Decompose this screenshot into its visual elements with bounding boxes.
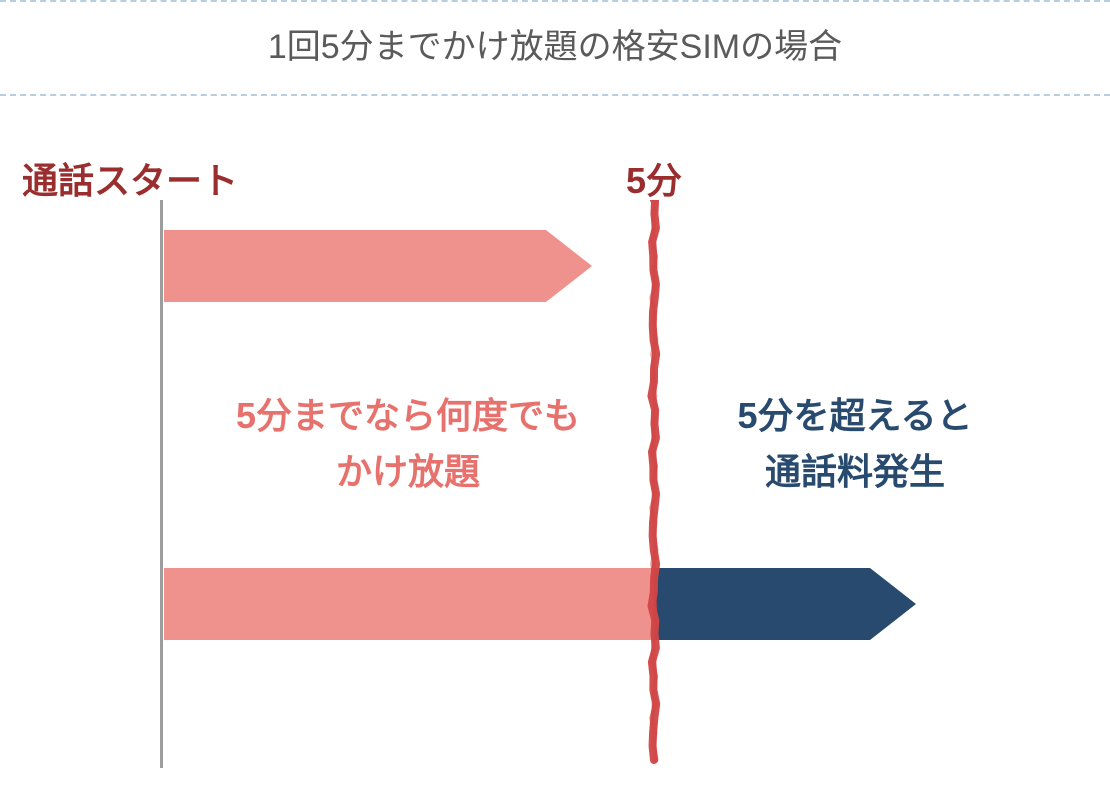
vertical-line-start — [160, 200, 163, 768]
arrow-call-free-segment-shaft — [164, 568, 654, 640]
label-call-start-text: 通話スタート — [22, 160, 238, 201]
diagram-title: 1回5分までかけ放題の格安SIMの場合 — [0, 0, 1110, 94]
label-five-minutes-text: 5分 — [626, 160, 682, 201]
arrow-call-charged-segment — [654, 568, 916, 640]
title-border-bottom — [0, 94, 1110, 96]
caption-charge-over-5min: 5分を超えると 通話料発生 — [675, 388, 1035, 500]
vertical-line-5min — [645, 200, 663, 768]
caption-free-line1: 5分までなら何度でも — [236, 395, 580, 436]
label-call-start: 通話スタート — [22, 152, 238, 204]
caption-free-under-5min: 5分までなら何度でも かけ放題 — [168, 388, 648, 500]
caption-charge-line1: 5分を超えると — [738, 395, 973, 436]
arrow-call-free-segment — [164, 568, 654, 640]
arrow-call-charged-segment-head — [870, 568, 916, 640]
caption-free-line2: かけ放題 — [336, 451, 480, 492]
arrow-under-5min-head — [546, 230, 592, 302]
arrow-under-5min — [164, 230, 592, 302]
diagram-title-text: 1回5分までかけ放題の格安SIMの場合 — [268, 28, 842, 66]
caption-charge-line2: 通話料発生 — [765, 451, 945, 492]
arrow-call-charged-segment-shaft — [654, 568, 870, 640]
diagram-stage: 1回5分までかけ放題の格安SIMの場合 通話スタート 5分 5分までなら何度でも… — [0, 0, 1110, 804]
arrow-under-5min-shaft — [164, 230, 546, 302]
label-five-minutes: 5分 — [626, 152, 682, 204]
